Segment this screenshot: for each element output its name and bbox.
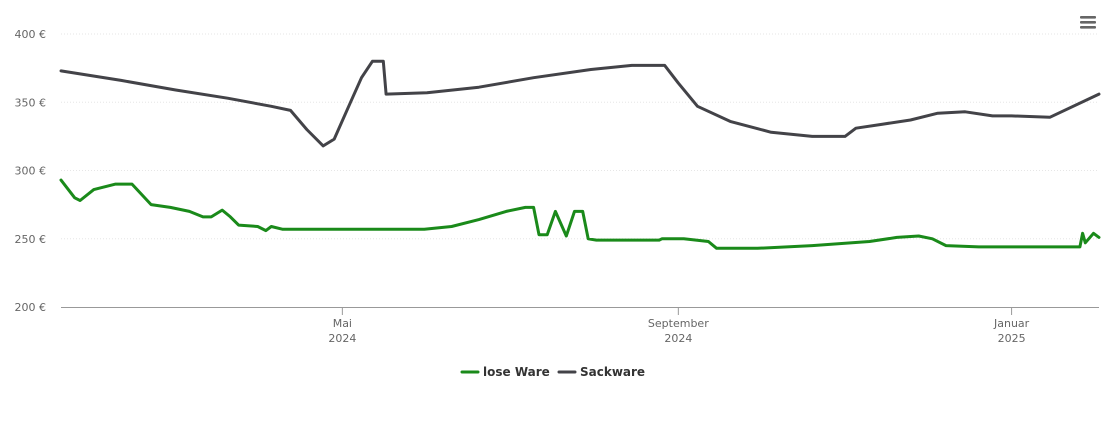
x-tick-month-label: September <box>648 317 709 330</box>
legend: lose Ware Sackware <box>460 365 645 379</box>
series-line-lose-ware[interactable] <box>59 178 1101 250</box>
legend-item[interactable]: Sackware <box>557 365 645 379</box>
y-tick-label: 200 € <box>15 301 47 314</box>
hamburger-menu-icon <box>1080 16 1096 29</box>
y-tick-label: 300 € <box>15 165 47 178</box>
x-tick-year-label: 2024 <box>664 332 692 345</box>
x-tick-year-label: 2025 <box>998 332 1026 345</box>
legend-label: Sackware <box>580 365 645 379</box>
x-tick-year-label: 2024 <box>328 332 356 345</box>
y-tick-label: 350 € <box>15 96 47 109</box>
y-axis: 200 € 250 € 300 € 350 € 400 € <box>15 28 47 314</box>
x-axis: Mai 2024 September 2024 Januar 2025 <box>61 307 1099 345</box>
y-tick-label: 250 € <box>15 233 47 246</box>
chart-menu-button[interactable] <box>1079 14 1097 30</box>
legend-item[interactable]: lose Ware <box>460 365 550 379</box>
series-layer <box>59 59 1101 250</box>
series-line-sackware[interactable] <box>59 59 1101 148</box>
y-tick-label: 400 € <box>15 28 47 41</box>
x-tick-month-label: Mai <box>333 317 352 330</box>
legend-label: lose Ware <box>483 365 550 379</box>
x-tick-month-label: Januar <box>993 317 1030 330</box>
grid-lines <box>61 33 1099 240</box>
